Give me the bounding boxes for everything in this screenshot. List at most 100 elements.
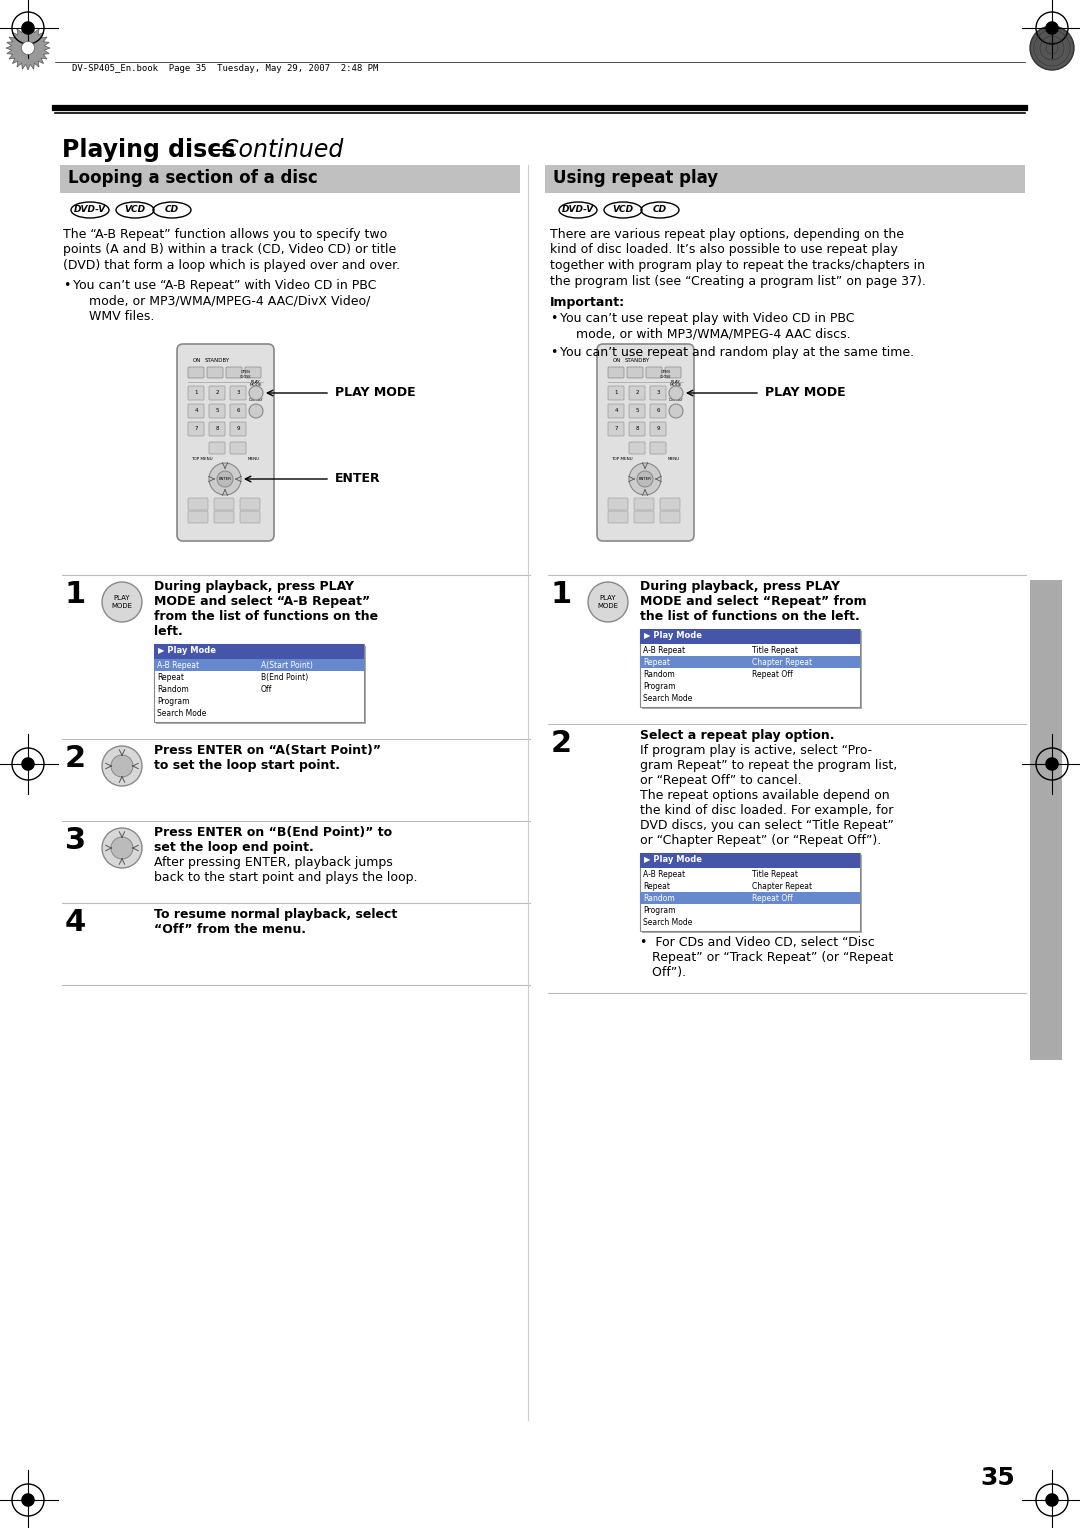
Text: PLAY: PLAY — [113, 594, 131, 601]
Text: OPEN
CLOSE: OPEN CLOSE — [660, 370, 672, 379]
Text: CD: CD — [165, 205, 179, 214]
FancyBboxPatch shape — [210, 422, 225, 435]
Text: 4: 4 — [194, 408, 198, 414]
Circle shape — [111, 755, 133, 778]
Text: 4: 4 — [65, 908, 86, 937]
Text: Chapter Repeat: Chapter Repeat — [752, 659, 812, 668]
Text: DVD-V: DVD-V — [73, 205, 106, 214]
FancyBboxPatch shape — [665, 367, 681, 377]
FancyBboxPatch shape — [640, 630, 860, 643]
Text: or “Chapter Repeat” (or “Repeat Off”).: or “Chapter Repeat” (or “Repeat Off”). — [640, 834, 881, 847]
Text: PLAY MODE: PLAY MODE — [335, 385, 416, 399]
Circle shape — [210, 463, 241, 495]
Text: ENTER: ENTER — [218, 477, 231, 481]
Text: CD: CD — [653, 205, 667, 214]
FancyBboxPatch shape — [629, 442, 645, 454]
Text: 5: 5 — [215, 408, 219, 414]
Text: —: — — [210, 138, 233, 162]
Circle shape — [1030, 26, 1074, 70]
Text: set the loop end point.: set the loop end point. — [154, 840, 314, 854]
Circle shape — [1045, 1494, 1058, 1507]
Text: You can’t use repeat play with Video CD in PBC: You can’t use repeat play with Video CD … — [561, 312, 854, 325]
Text: Press ENTER on “A(Start Point)”: Press ENTER on “A(Start Point)” — [154, 744, 381, 756]
Text: MODE and select “A-B Repeat”: MODE and select “A-B Repeat” — [154, 594, 370, 608]
Text: To resume normal playback, select: To resume normal playback, select — [154, 908, 397, 921]
Text: VCD: VCD — [124, 205, 146, 214]
FancyBboxPatch shape — [210, 403, 225, 419]
FancyBboxPatch shape — [597, 344, 694, 541]
FancyBboxPatch shape — [177, 344, 274, 541]
Text: VCD: VCD — [612, 205, 634, 214]
Text: left.: left. — [154, 625, 183, 639]
FancyBboxPatch shape — [210, 442, 225, 454]
FancyBboxPatch shape — [188, 367, 204, 377]
FancyBboxPatch shape — [608, 510, 627, 523]
Circle shape — [669, 403, 683, 419]
Circle shape — [217, 471, 233, 487]
Text: 8: 8 — [215, 426, 219, 431]
FancyBboxPatch shape — [629, 403, 645, 419]
Text: MODE and select “Repeat” from: MODE and select “Repeat” from — [640, 594, 866, 608]
FancyBboxPatch shape — [629, 387, 645, 400]
Circle shape — [588, 582, 627, 622]
Text: You can’t use repeat and random play at the same time.: You can’t use repeat and random play at … — [561, 345, 914, 359]
FancyBboxPatch shape — [634, 510, 654, 523]
Text: A(Start Point): A(Start Point) — [261, 662, 313, 669]
Text: MODE: MODE — [670, 384, 683, 387]
Circle shape — [111, 837, 133, 859]
Circle shape — [22, 21, 35, 34]
Circle shape — [249, 387, 264, 400]
FancyBboxPatch shape — [188, 498, 208, 510]
Text: STANDBY: STANDBY — [625, 358, 650, 364]
FancyBboxPatch shape — [245, 367, 261, 377]
Text: During playback, press PLAY: During playback, press PLAY — [640, 581, 840, 593]
Text: PLAY MODE: PLAY MODE — [765, 385, 846, 399]
Text: DISPLAY: DISPLAY — [669, 397, 684, 402]
Text: Repeat” or “Track Repeat” (or “Repeat: Repeat” or “Track Repeat” (or “Repeat — [640, 950, 893, 964]
Circle shape — [22, 758, 35, 770]
FancyBboxPatch shape — [608, 422, 624, 435]
Text: B(End Point): B(End Point) — [261, 672, 308, 681]
Text: •: • — [63, 278, 70, 292]
Text: 35: 35 — [981, 1465, 1015, 1490]
FancyBboxPatch shape — [640, 892, 860, 905]
Text: TOP MENU: TOP MENU — [611, 457, 633, 461]
Text: ON: ON — [193, 358, 201, 364]
Text: (DVD) that form a loop which is played over and over.: (DVD) that form a loop which is played o… — [63, 260, 400, 272]
Circle shape — [22, 1494, 35, 1507]
Text: together with program play to repeat the tracks/chapters in: together with program play to repeat the… — [550, 260, 924, 272]
FancyBboxPatch shape — [188, 422, 204, 435]
Text: mode, or with MP3/WMA/MPEG-4 AAC discs.: mode, or with MP3/WMA/MPEG-4 AAC discs. — [561, 327, 851, 341]
FancyBboxPatch shape — [650, 422, 666, 435]
Text: Off: Off — [261, 685, 272, 694]
Text: 1: 1 — [615, 391, 618, 396]
Text: Title Repeat: Title Repeat — [752, 646, 798, 656]
Text: to set the loop start point.: to set the loop start point. — [154, 759, 340, 772]
FancyBboxPatch shape — [646, 367, 662, 377]
FancyBboxPatch shape — [154, 659, 364, 671]
Text: the program list (see “Creating a program list” on page 37).: the program list (see “Creating a progra… — [550, 275, 926, 287]
Text: “Off” from the menu.: “Off” from the menu. — [154, 923, 306, 937]
FancyBboxPatch shape — [188, 403, 204, 419]
Text: 3: 3 — [657, 391, 660, 396]
FancyBboxPatch shape — [640, 656, 860, 668]
Text: After pressing ENTER, playback jumps: After pressing ENTER, playback jumps — [154, 856, 393, 869]
FancyBboxPatch shape — [230, 403, 246, 419]
Text: 1: 1 — [194, 391, 198, 396]
Text: There are various repeat play options, depending on the: There are various repeat play options, d… — [550, 228, 904, 241]
Text: Select a repeat play option.: Select a repeat play option. — [640, 729, 835, 743]
Text: Playing discs: Playing discs — [62, 138, 235, 162]
Text: ENTER: ENTER — [335, 472, 380, 484]
FancyBboxPatch shape — [660, 510, 680, 523]
Text: Repeat: Repeat — [157, 672, 184, 681]
Text: ▶ Play Mode: ▶ Play Mode — [158, 646, 216, 656]
FancyBboxPatch shape — [156, 646, 366, 724]
Text: 3: 3 — [65, 827, 86, 856]
Text: Repeat Off: Repeat Off — [752, 894, 793, 903]
Text: points (A and B) within a track (CD, Video CD) or title: points (A and B) within a track (CD, Vid… — [63, 243, 396, 257]
Text: Looping a section of a disc: Looping a section of a disc — [68, 170, 318, 186]
Text: Random: Random — [157, 685, 189, 694]
Text: MENU: MENU — [667, 457, 680, 461]
FancyBboxPatch shape — [188, 510, 208, 523]
Text: Search Mode: Search Mode — [157, 709, 206, 718]
